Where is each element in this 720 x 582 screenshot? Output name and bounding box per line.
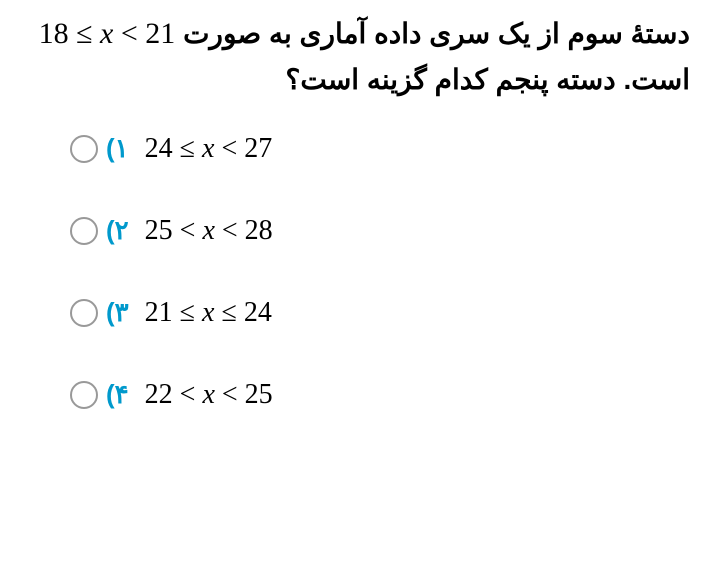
option-number-1: ۱): [106, 133, 129, 164]
radio-1[interactable]: [70, 135, 98, 163]
question-part1: دستۀ سوم از یک سری داده آماری به صورت: [183, 18, 690, 49]
options-container: ۱) 24 ≤ x < 27 ۲) 25 < x < 28 ۳) 21 ≤ x …: [30, 133, 690, 411]
question-text: دستۀ سوم از یک سری داده آماری به صورت 18…: [30, 10, 690, 103]
option-number-4: ۴): [106, 379, 129, 410]
option-2[interactable]: ۲) 25 < x < 28: [70, 215, 690, 247]
radio-4[interactable]: [70, 381, 98, 409]
option-3[interactable]: ۳) 21 ≤ x ≤ 24: [70, 297, 690, 329]
radio-2[interactable]: [70, 217, 98, 245]
radio-3[interactable]: [70, 299, 98, 327]
option-1[interactable]: ۱) 24 ≤ x < 27: [70, 133, 690, 165]
option-4[interactable]: ۴) 22 < x < 25: [70, 379, 690, 411]
option-math-2: 25 < x < 28: [145, 215, 273, 247]
option-number-3: ۳): [106, 297, 129, 328]
option-math-3: 21 ≤ x ≤ 24: [145, 297, 272, 329]
question-math: 18 ≤ x < 21: [39, 10, 176, 58]
option-math-1: 24 ≤ x < 27: [145, 133, 273, 165]
option-math-4: 22 < x < 25: [145, 379, 273, 411]
option-number-2: ۲): [106, 215, 129, 246]
question-part2: است. دسته پنجم کدام گزینه است؟: [285, 64, 690, 95]
